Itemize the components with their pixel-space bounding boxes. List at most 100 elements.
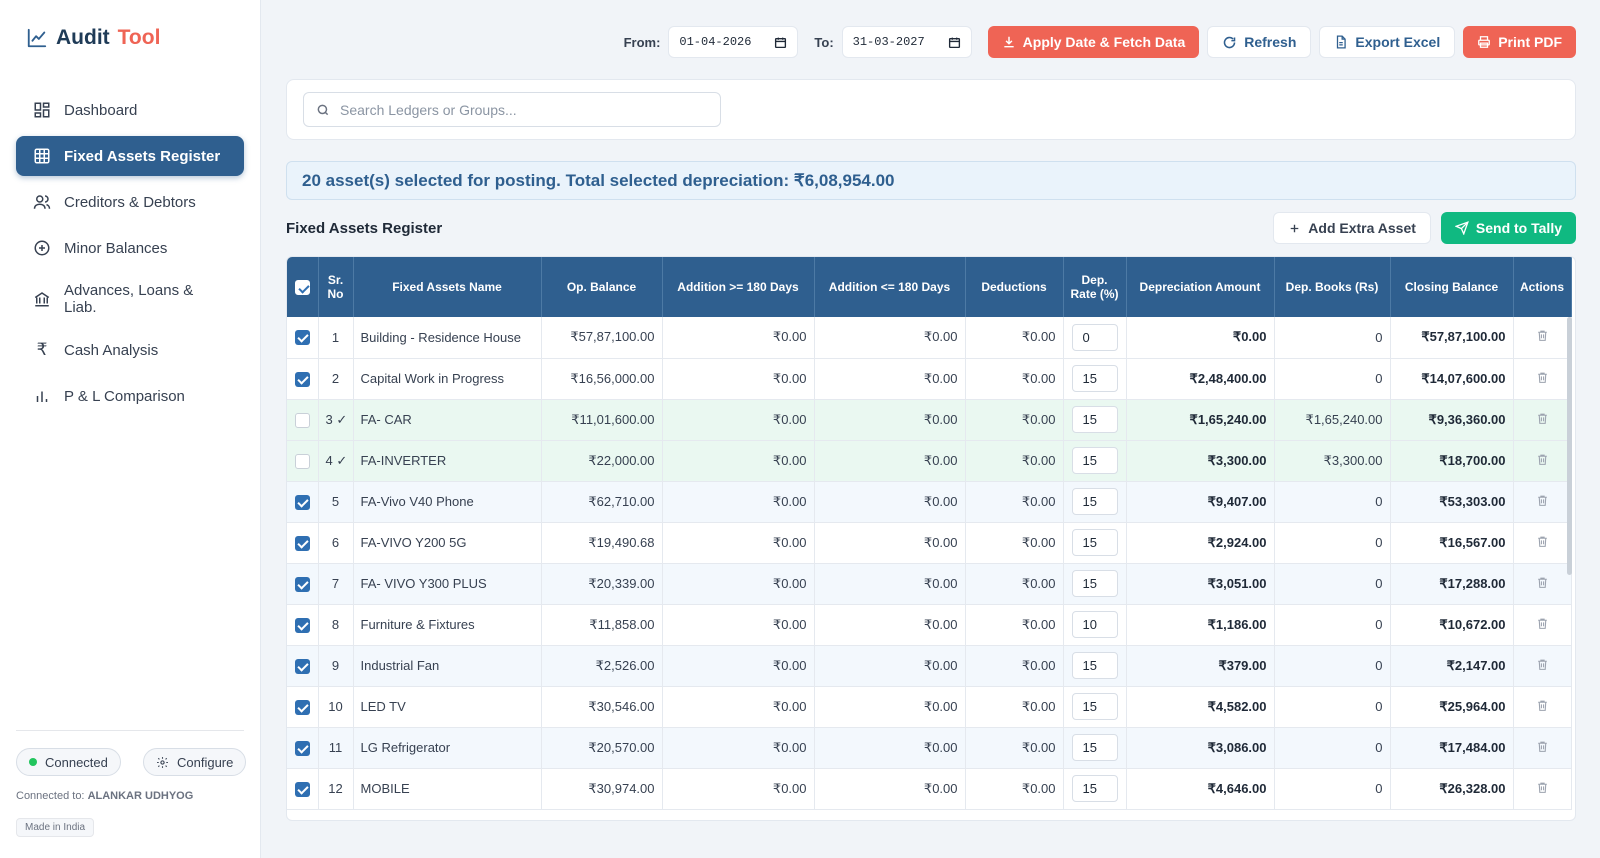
select-all-header: [287, 257, 319, 317]
sidebar-item-label: Cash Analysis: [64, 341, 159, 359]
addition-lte-180: ₹0.00: [814, 604, 966, 646]
actions-cell: [1513, 563, 1572, 605]
search-card: [286, 79, 1576, 140]
dep-rate-input[interactable]: 15: [1071, 652, 1118, 679]
addition-gte-180: ₹0.00: [662, 522, 815, 564]
sidebar-item-label: Fixed Assets Register: [64, 147, 221, 165]
row-select-cell: [287, 317, 319, 359]
sidebar-item-creditors-debtors[interactable]: Creditors & Debtors: [16, 182, 244, 222]
search-input[interactable]: [340, 101, 700, 118]
sidebar-divider: [16, 730, 244, 731]
dep-rate-input[interactable]: 15: [1071, 488, 1118, 515]
dashboard-icon: [32, 100, 52, 120]
dep-rate-input[interactable]: 15: [1071, 775, 1118, 802]
row-checkbox[interactable]: [294, 699, 310, 715]
dep-rate-input[interactable]: 15: [1071, 529, 1118, 556]
sidebar-item-label: Dashboard: [64, 101, 138, 119]
trash-icon[interactable]: [1536, 781, 1549, 794]
asset-name: Capital Work in Progress: [353, 358, 542, 400]
sidebar-item-fixed-assets[interactable]: Fixed Assets Register: [16, 136, 244, 176]
sidebar-item-dashboard[interactable]: Dashboard: [16, 90, 244, 130]
trash-icon[interactable]: [1536, 576, 1549, 589]
col-header: Sr. No: [318, 257, 354, 317]
dep-rate-cell: 15: [1063, 686, 1127, 728]
row-checkbox[interactable]: [294, 740, 310, 756]
actions-cell: [1513, 727, 1572, 769]
trash-icon[interactable]: [1536, 412, 1549, 425]
configure-button[interactable]: Configure: [143, 748, 247, 776]
from-date-input[interactable]: 01-04-2026: [668, 26, 799, 58]
row-checkbox[interactable]: [294, 494, 310, 510]
table-row: 4 ✓ FA-INVERTER ₹22,000.00 ₹0.00 ₹0.00 ₹0.00 1…: [287, 440, 1572, 482]
row-checkbox[interactable]: [294, 576, 310, 592]
dep-rate-input[interactable]: 15: [1071, 365, 1118, 392]
col-header: Dep. Rate (%): [1063, 257, 1127, 317]
depreciation-amount: ₹379.00: [1126, 645, 1275, 687]
select-all-checkbox[interactable]: [294, 279, 310, 295]
send-to-tally-button[interactable]: Send to Tally: [1440, 212, 1576, 244]
row-checkbox[interactable]: [294, 412, 310, 428]
dep-rate-input[interactable]: 10: [1071, 611, 1118, 638]
dep-rate-input[interactable]: 15: [1071, 734, 1118, 761]
rupee-icon: ₹: [36, 340, 48, 359]
row-checkbox[interactable]: [294, 371, 310, 387]
row-checkbox[interactable]: [294, 453, 310, 469]
register-title: Fixed Assets Register: [286, 220, 443, 237]
closing-balance: ₹18,700.00: [1390, 440, 1514, 482]
addition-gte-180: ₹0.00: [662, 358, 815, 400]
trash-icon[interactable]: [1536, 371, 1549, 384]
apply-date-fetch-button[interactable]: Apply Date & Fetch Data: [987, 26, 1200, 58]
refresh-button[interactable]: Refresh: [1207, 26, 1312, 58]
add-extra-asset-button[interactable]: Add Extra Asset: [1273, 212, 1431, 244]
dep-rate-input[interactable]: 15: [1071, 406, 1118, 433]
print-pdf-button[interactable]: Print PDF: [1463, 26, 1576, 58]
trash-icon[interactable]: [1536, 453, 1549, 466]
table-row: 3 ✓ FA- CAR ₹11,01,600.00 ₹0.00 ₹0.00 ₹0.00 15…: [287, 399, 1572, 441]
table-scrollbar[interactable]: [1567, 317, 1572, 575]
dep-rate-input[interactable]: 15: [1071, 693, 1118, 720]
actions-cell: [1513, 358, 1572, 400]
addition-gte-180: ₹0.00: [662, 563, 815, 605]
sidebar-item-pl-comparison[interactable]: P & L Comparison: [16, 376, 244, 416]
sidebar-item-cash-analysis[interactable]: ₹ Cash Analysis: [16, 330, 244, 370]
op-balance: ₹20,570.00: [541, 727, 663, 769]
row-checkbox[interactable]: [294, 781, 310, 797]
op-balance: ₹19,490.68: [541, 522, 663, 564]
sidebar: Audit Tool Dashboard Fixed Assets Regist…: [0, 0, 261, 858]
asset-name: Furniture & Fixtures: [353, 604, 542, 646]
dep-books: 0: [1274, 317, 1391, 359]
addition-gte-180: ₹0.00: [662, 727, 815, 769]
trash-icon[interactable]: [1536, 494, 1549, 507]
sr-no: 1: [318, 317, 354, 359]
dep-books: 0: [1274, 686, 1391, 728]
deductions: ₹0.00: [965, 317, 1064, 359]
to-date-value: 31-03-2027: [852, 35, 925, 49]
trash-icon[interactable]: [1536, 617, 1549, 630]
dep-rate-input[interactable]: 15: [1071, 570, 1118, 597]
dep-rate-cell: 15: [1063, 358, 1127, 400]
trash-icon[interactable]: [1536, 699, 1549, 712]
sr-no: 4 ✓: [318, 440, 354, 482]
row-select-cell: [287, 727, 319, 769]
to-date-input[interactable]: 31-03-2027: [841, 26, 972, 58]
closing-balance: ₹57,87,100.00: [1390, 317, 1514, 359]
closing-balance: ₹9,36,360.00: [1390, 399, 1514, 441]
trash-icon[interactable]: [1536, 740, 1549, 753]
dep-rate-input[interactable]: 0: [1071, 323, 1118, 351]
row-checkbox[interactable]: [294, 617, 310, 633]
connection-status: Connected: [16, 748, 121, 776]
row-select-cell: [287, 522, 319, 564]
sidebar-item-minor-balances[interactable]: Minor Balances: [16, 228, 244, 268]
dep-rate-cell: 0: [1063, 317, 1127, 359]
export-excel-button[interactable]: Export Excel: [1319, 26, 1456, 58]
row-checkbox[interactable]: [294, 658, 310, 674]
row-checkbox[interactable]: [294, 330, 310, 346]
sidebar-item-label: Creditors & Debtors: [64, 193, 196, 211]
row-checkbox[interactable]: [294, 535, 310, 551]
dep-rate-input[interactable]: 15: [1071, 447, 1118, 474]
trash-icon[interactable]: [1536, 658, 1549, 671]
sidebar-item-advances-loans[interactable]: Advances, Loans & Liab.: [16, 274, 244, 324]
trash-icon[interactable]: [1536, 535, 1549, 548]
row-select-cell: [287, 604, 319, 646]
trash-icon[interactable]: [1536, 329, 1549, 342]
